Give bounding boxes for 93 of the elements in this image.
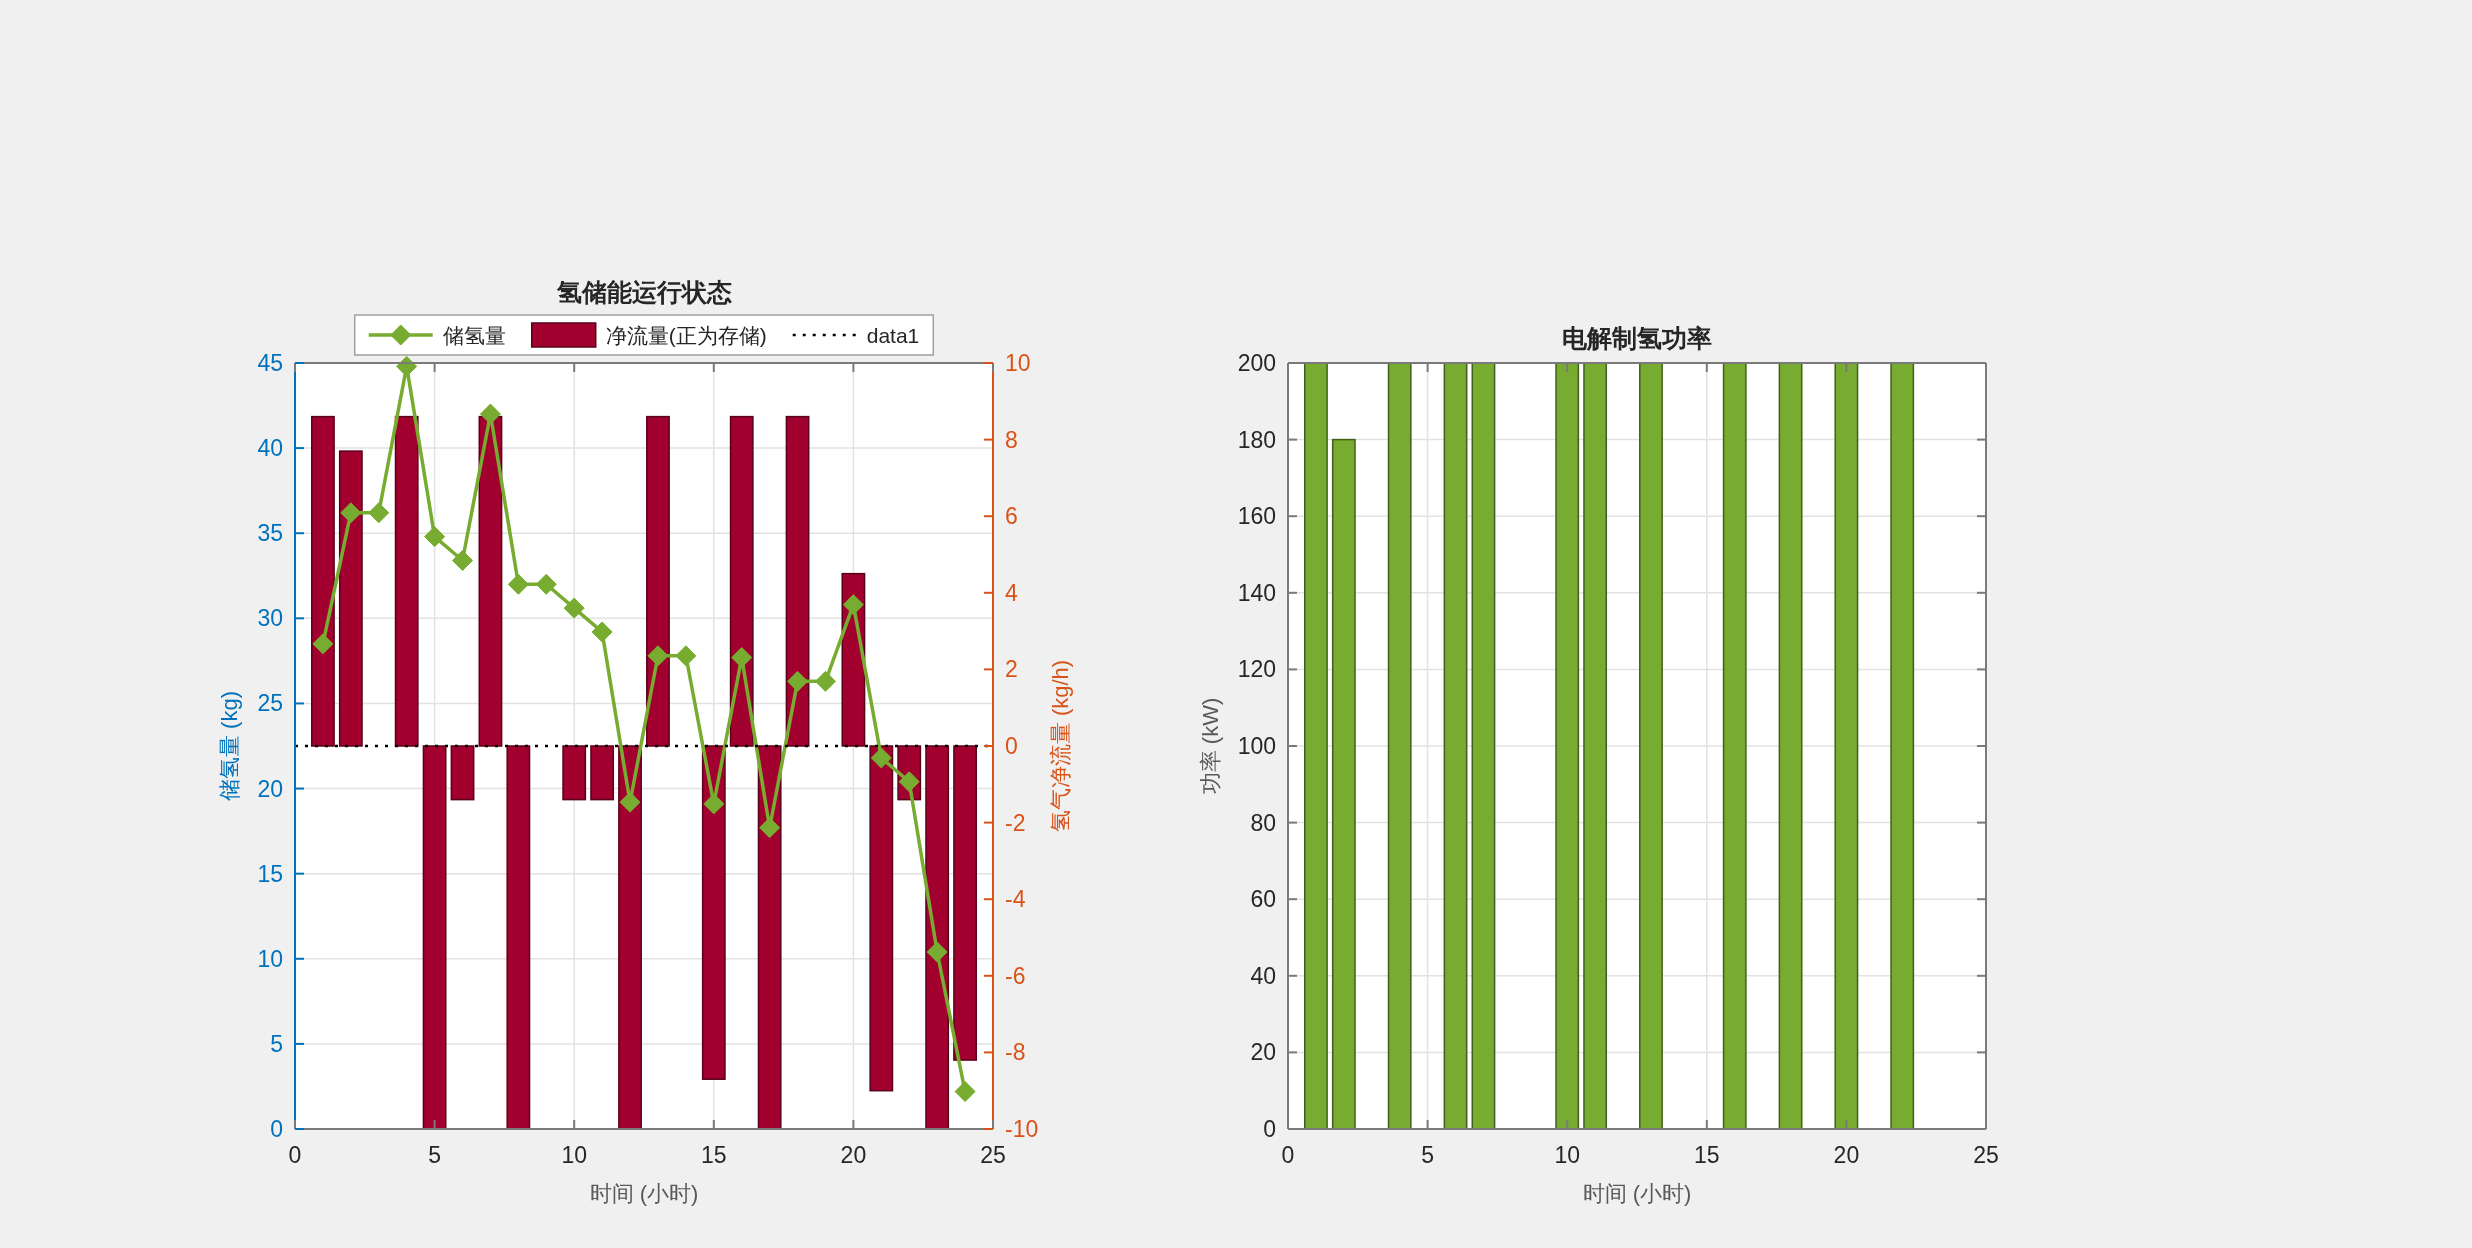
point [535, 573, 557, 595]
bar [869, 745, 894, 1092]
y-tick-label: 40 [257, 435, 283, 462]
bar [394, 415, 419, 747]
x-tick-label: 10 [1554, 1142, 1580, 1168]
y2-tick-label: -2 [1005, 809, 1026, 836]
y-tick-label: 80 [1250, 809, 1276, 836]
x-tick-label: 0 [1281, 1142, 1295, 1168]
point [591, 621, 613, 643]
x-tick-label: 15 [1694, 1142, 1720, 1168]
y2-axis-title: 氢气净流量 (kg/h) [1048, 659, 1074, 833]
y-tick-label: 30 [257, 605, 283, 632]
point [647, 645, 669, 667]
y-tick-label: 0 [1263, 1116, 1276, 1142]
legend-label: 储氢量 [442, 323, 506, 347]
y2-tick-label: -8 [1005, 1039, 1026, 1066]
y-tick-label: 0 [270, 1116, 283, 1142]
y-tick-label: 140 [1237, 579, 1276, 606]
bar [422, 745, 447, 1130]
legend-label: 净流量(正为存储) [605, 323, 767, 347]
point [842, 594, 864, 616]
y-tick-label: 180 [1237, 426, 1276, 453]
bar [785, 415, 810, 747]
point [424, 526, 446, 548]
x-axis-title: 时间 (小时) [589, 1181, 699, 1206]
y-tick-label: 60 [1250, 886, 1276, 913]
point [814, 670, 836, 692]
point [340, 502, 362, 524]
point [954, 1081, 976, 1103]
chart-title: 氢储能运行状态 [555, 278, 732, 306]
bar [338, 450, 363, 747]
point [675, 645, 697, 667]
point [507, 573, 529, 595]
x-tick-label: 20 [1833, 1142, 1860, 1168]
y-tick-label: 15 [257, 860, 283, 887]
bar [646, 415, 670, 747]
x-tick-label: 25 [1973, 1142, 1999, 1168]
y2-tick-label: 2 [1005, 656, 1018, 683]
y2-tick-label: 4 [1005, 579, 1018, 606]
point [368, 502, 390, 524]
point [759, 817, 781, 839]
y2-tick-label: -4 [1005, 886, 1026, 913]
y-tick-label: 100 [1237, 733, 1276, 759]
y-tick-label: 45 [257, 350, 283, 376]
x-tick-label: 20 [840, 1142, 867, 1168]
chart-title: 电解制氢功率 [1562, 324, 1712, 352]
y-tick-label: 35 [257, 520, 283, 547]
point [703, 793, 725, 815]
bar [757, 745, 782, 1130]
bar [450, 745, 475, 801]
x-tick-label: 0 [288, 1142, 302, 1168]
y-tick-label: 40 [1250, 962, 1276, 989]
point [563, 597, 585, 619]
y-axis-title: 储氢量 (kg) [217, 691, 243, 801]
point [312, 633, 334, 655]
y2-tick-label: 0 [1005, 733, 1018, 759]
bar [590, 745, 615, 801]
y-tick-label: 200 [1237, 350, 1276, 376]
point [787, 670, 809, 692]
bar [562, 745, 587, 801]
bar [506, 745, 531, 1130]
point [926, 941, 948, 963]
y-tick-label: 25 [257, 690, 283, 717]
x-tick-label: 15 [701, 1142, 727, 1168]
point [452, 549, 474, 571]
bar [729, 415, 754, 747]
bar [925, 745, 950, 1130]
y2-tick-label: 8 [1005, 426, 1018, 453]
y2-tick-label: -6 [1005, 962, 1026, 989]
y-tick-label: 160 [1237, 503, 1276, 530]
x-tick-label: 5 [428, 1142, 441, 1168]
y-tick-label: 5 [270, 1030, 283, 1057]
bar [311, 415, 335, 747]
y2-tick-label: 6 [1005, 503, 1018, 530]
y2-tick-label: -10 [1005, 1116, 1039, 1142]
y-axis-title: 功率 (kW) [1197, 697, 1223, 795]
point [731, 646, 753, 668]
x-tick-label: 10 [561, 1142, 587, 1168]
bar [701, 745, 726, 1080]
y2-tick-label: 10 [1005, 350, 1031, 376]
point [479, 403, 501, 425]
x-tick-label: 5 [1421, 1142, 1434, 1168]
point [870, 747, 892, 769]
bar [618, 745, 642, 1130]
y-tick-label: 10 [257, 945, 283, 972]
x-axis-title: 时间 (小时) [1582, 1181, 1692, 1206]
y-tick-label: 120 [1237, 656, 1276, 683]
x-tick-label: 25 [980, 1142, 1006, 1168]
y-tick-label: 20 [1250, 1039, 1276, 1066]
legend-label: data1 [866, 323, 920, 347]
y-tick-label: 20 [257, 775, 283, 802]
bar [478, 415, 503, 747]
bar [953, 745, 977, 1061]
